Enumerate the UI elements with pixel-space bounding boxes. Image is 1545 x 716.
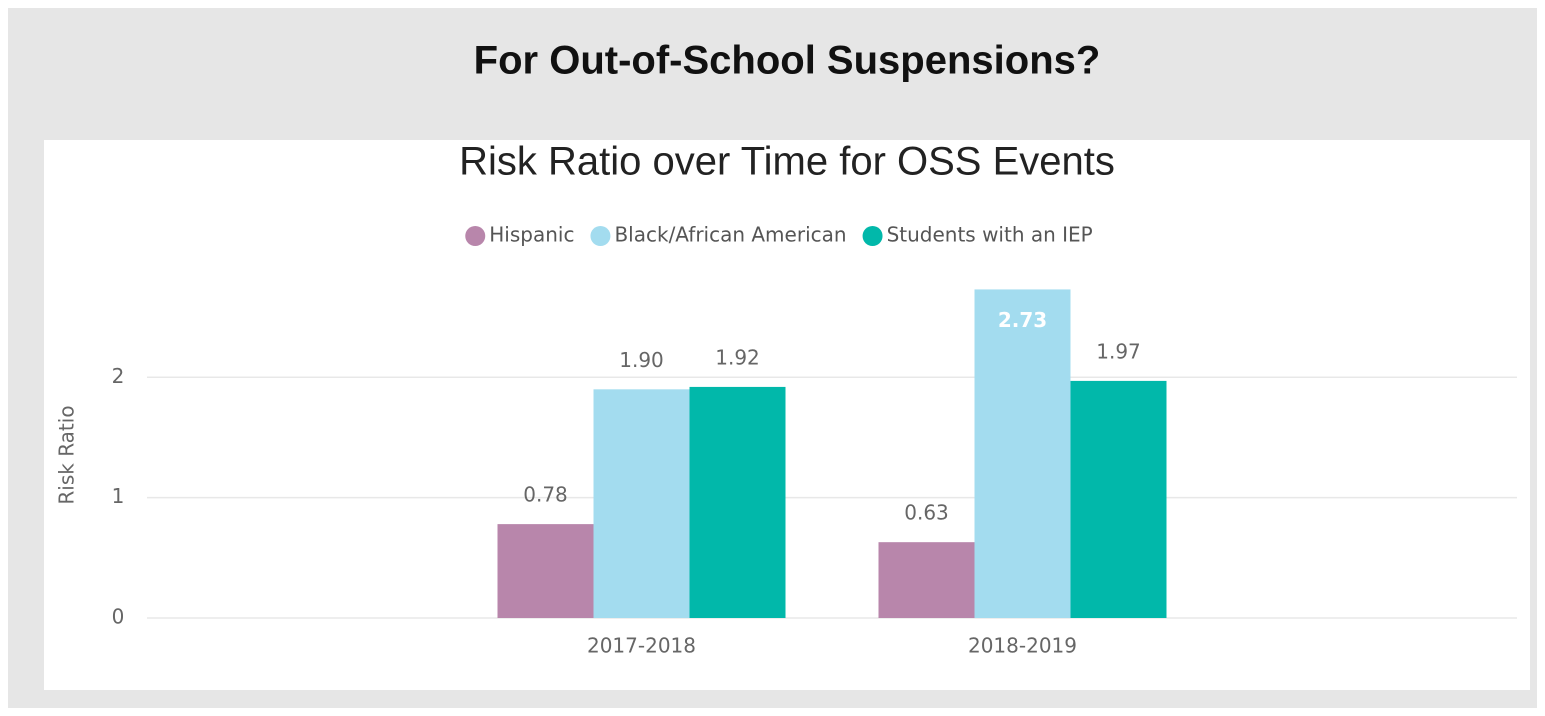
data-label: 0.78 [523, 483, 568, 507]
chart-title: Risk Ratio over Time for OSS Events [459, 140, 1115, 184]
y-axis-title: Risk Ratio [55, 405, 79, 504]
bar [1070, 380, 1167, 618]
data-label: 1.92 [715, 345, 760, 369]
data-label: 2.73 [998, 308, 1047, 332]
x-tick-label: 2018-2019 [968, 634, 1077, 658]
data-label: 1.90 [619, 348, 664, 372]
bar [593, 389, 690, 618]
data-label: 0.63 [904, 501, 949, 525]
legend-swatch [590, 226, 611, 246]
legend-swatch [465, 226, 486, 246]
bar [878, 542, 975, 618]
bar [497, 524, 594, 618]
y-tick-label: 1 [112, 484, 125, 508]
bar [689, 386, 786, 618]
legend-label: Black/African American [614, 223, 846, 247]
chart-card [44, 140, 1530, 690]
x-tick-label: 2017-2018 [587, 634, 696, 658]
legend-swatch [862, 226, 883, 246]
data-label: 1.97 [1096, 339, 1141, 363]
y-tick-label: 0 [112, 605, 125, 629]
bar [974, 289, 1071, 618]
legend-label: Students with an IEP [887, 223, 1093, 247]
y-tick-label: 2 [112, 364, 125, 388]
legend-label: Hispanic [489, 223, 574, 247]
page-title: For Out-of-School Suspensions? [474, 39, 1101, 83]
